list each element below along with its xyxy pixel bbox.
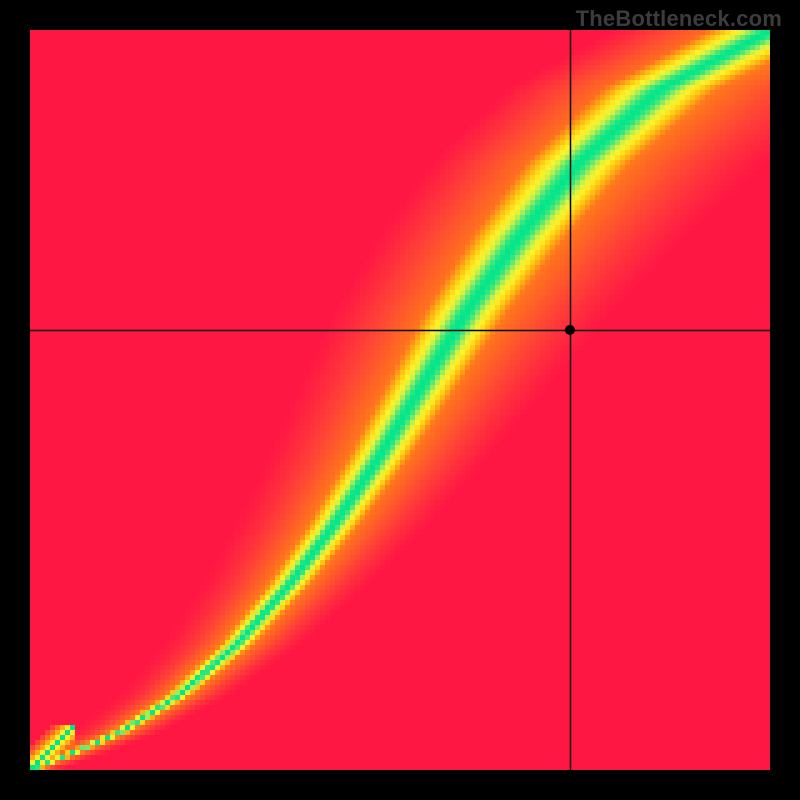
chart-container: TheBottleneck.com: [0, 0, 800, 800]
watermark-text: TheBottleneck.com: [576, 6, 782, 32]
bottleneck-heatmap: [30, 30, 770, 770]
